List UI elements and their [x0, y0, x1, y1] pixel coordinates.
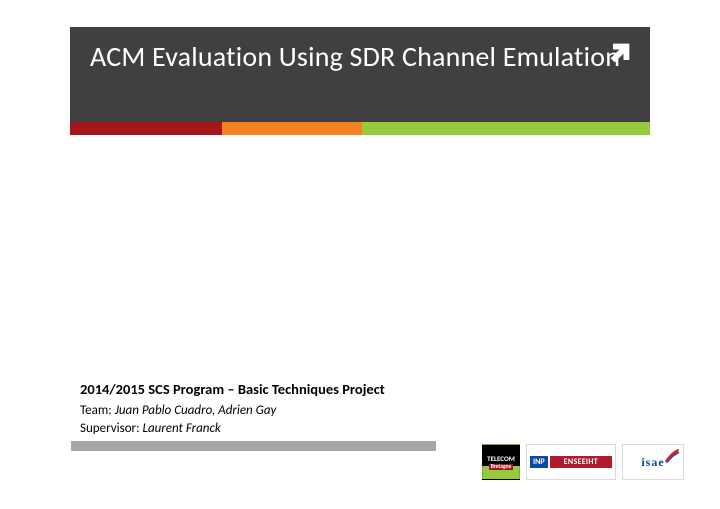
- arrow-up-right-icon: [606, 39, 634, 67]
- team-members: Juan Pablo Cuadro, Adrien Gay: [115, 403, 277, 418]
- logo-isae-text: isae: [641, 455, 664, 470]
- accent-segment-green: [362, 122, 650, 135]
- logo-inp-text: INP: [530, 456, 548, 468]
- slide-title: ACM Evaluation Using SDR Channel Emulati…: [90, 39, 632, 74]
- footer-rule: [71, 441, 436, 451]
- accent-bar: [70, 122, 650, 135]
- accent-segment-orange: [222, 122, 362, 135]
- plane-swoosh-icon: [663, 447, 681, 465]
- program-line: 2014/2015 SCS Program – Basic Techniques…: [80, 380, 640, 398]
- logo-telecom-text: TELECOM: [487, 454, 515, 463]
- logo-enseeiht-text: ENSEEIHT: [550, 456, 612, 468]
- accent-segment-red: [70, 122, 222, 135]
- team-line: Team: Juan Pablo Cuadro, Adrien Gay: [80, 402, 640, 420]
- supervisor-name: Laurent Franck: [143, 421, 221, 436]
- supervisor-label: Supervisor:: [80, 421, 143, 436]
- logo-isae: isae: [622, 444, 684, 480]
- supervisor-line: Supervisor: Laurent Franck: [80, 420, 640, 438]
- title-band: ACM Evaluation Using SDR Channel Emulati…: [70, 27, 650, 122]
- logo-inp-enseeiht: INP ENSEEIHT: [526, 444, 616, 480]
- logo-strip: TELECOM Bretagne INP ENSEEIHT isae: [482, 444, 684, 480]
- logo-telecom-bretagne: TELECOM Bretagne: [482, 444, 520, 480]
- slide: ACM Evaluation Using SDR Channel Emulati…: [0, 0, 720, 509]
- logo-telecom-sub: Bretagne: [489, 464, 514, 470]
- footer-text-block: 2014/2015 SCS Program – Basic Techniques…: [80, 380, 640, 437]
- team-label: Team:: [80, 403, 115, 418]
